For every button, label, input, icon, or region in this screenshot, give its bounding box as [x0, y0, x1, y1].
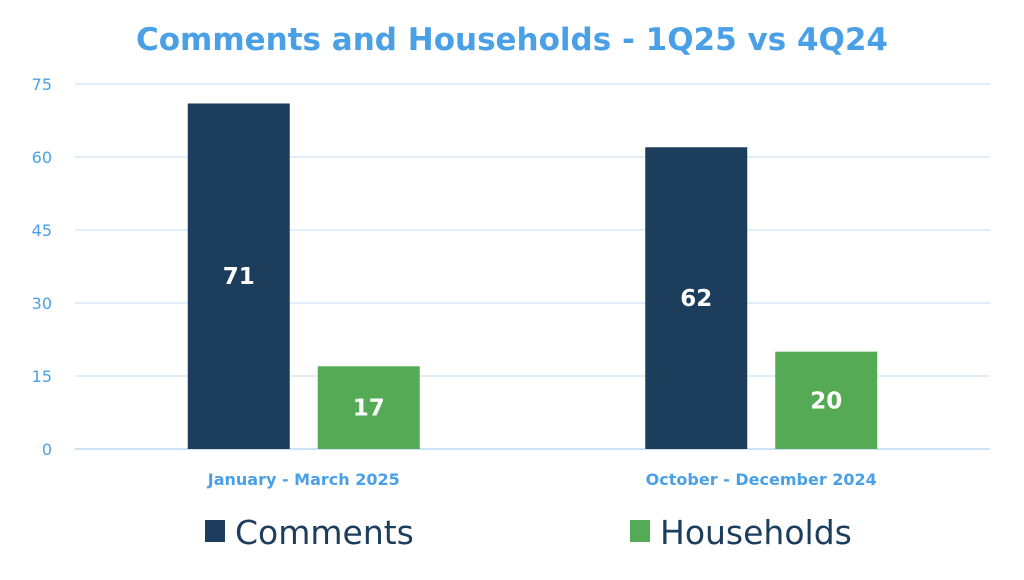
y-tick-label: 60 — [32, 148, 52, 167]
bar-comments — [187, 103, 290, 449]
data-label: 20 — [810, 388, 842, 414]
x-category-label: October - December 2024 — [646, 470, 877, 489]
data-label: 71 — [223, 264, 255, 290]
data-label: 62 — [680, 286, 712, 312]
y-axis-ticks: 0 15 30 45 60 75 — [32, 75, 52, 459]
legend-label: Comments — [235, 513, 414, 552]
legend-swatch — [205, 520, 225, 542]
y-tick-label: 0 — [42, 440, 52, 459]
bars — [187, 103, 878, 449]
bar-households — [317, 366, 420, 449]
y-tick-label: 75 — [32, 75, 52, 94]
legend-swatch — [630, 520, 650, 542]
legend-label: Households — [660, 513, 852, 552]
data-labels: 71 17 62 20 — [223, 264, 843, 421]
x-category-label: January - March 2025 — [207, 470, 400, 489]
bar-comments — [645, 147, 748, 449]
bar-households — [775, 351, 878, 449]
chart-title: Comments and Households - 1Q25 vs 4Q24 — [135, 22, 889, 58]
y-tick-label: 15 — [32, 367, 52, 386]
legend: Comments Households — [205, 513, 852, 552]
x-axis-categories: January - March 2025 October - December 2… — [207, 470, 877, 489]
data-label: 17 — [353, 396, 385, 422]
y-tick-label: 30 — [32, 294, 52, 313]
y-tick-label: 45 — [32, 221, 52, 240]
